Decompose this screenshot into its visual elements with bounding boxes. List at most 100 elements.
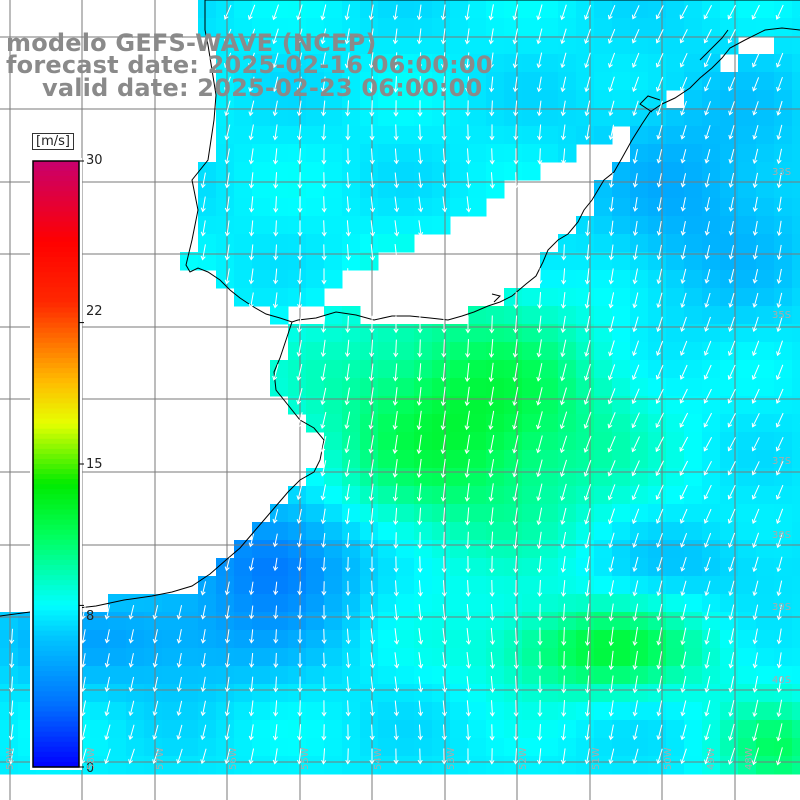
speed-cell [288, 162, 307, 181]
speed-cell [558, 522, 577, 541]
speed-cell [396, 234, 415, 253]
speed-cell [234, 144, 253, 163]
colorbar-swatch [33, 575, 79, 581]
wind-arrow [655, 412, 665, 429]
colorbar-swatch [33, 368, 79, 374]
speed-cell [108, 666, 127, 685]
wind-arrow [728, 292, 735, 308]
wind-arrow [560, 748, 566, 765]
wind-arrow [416, 28, 423, 45]
speed-cell [792, 54, 800, 73]
speed-cell [774, 342, 793, 361]
speed-cell [162, 648, 181, 667]
wind-arrow [416, 434, 422, 455]
speed-cell [648, 180, 667, 199]
speed-cell [666, 306, 685, 325]
wind-arrow [752, 628, 758, 645]
wind-arrow [369, 76, 375, 93]
wind-arrow [727, 412, 736, 428]
wind-arrow [345, 604, 351, 621]
wind-arrow [608, 626, 614, 647]
wind-arrow [776, 316, 783, 333]
speed-cell [144, 648, 163, 667]
wind-arrow [417, 76, 423, 93]
wind-arrow [296, 339, 302, 357]
wind-arrow [559, 411, 568, 430]
wind-arrow [489, 651, 496, 670]
speed-cell [756, 270, 775, 289]
speed-cell [792, 216, 800, 235]
wind-arrow [200, 581, 207, 596]
speed-cell [414, 540, 433, 559]
speed-cell [774, 54, 793, 73]
speed-cell [288, 198, 307, 217]
wind-arrow [656, 316, 663, 333]
speed-cell [756, 504, 775, 523]
speed-cell [576, 288, 595, 307]
speed-cell [504, 594, 523, 613]
speed-cell [270, 702, 289, 721]
wind-arrow [296, 748, 303, 765]
speed-cell [396, 576, 415, 595]
speed-cell [612, 432, 631, 451]
speed-cell [468, 558, 487, 577]
wind-arrow [728, 556, 735, 572]
speed-cell [648, 648, 667, 667]
speed-cell [792, 450, 800, 469]
wind-arrow [680, 724, 687, 741]
speed-cell [666, 180, 685, 199]
speed-cell [432, 378, 451, 397]
wind-arrow [223, 52, 232, 69]
speed-cell [702, 342, 721, 361]
speed-cell [450, 720, 469, 739]
wind-arrow [776, 196, 782, 213]
speed-cell [324, 360, 343, 379]
speed-cell [342, 576, 361, 595]
wind-arrow [704, 604, 711, 621]
wind-arrow [176, 676, 182, 692]
speed-cell [666, 378, 685, 397]
wind-arrow [321, 700, 327, 717]
wind-arrow [104, 676, 110, 693]
speed-cell [738, 216, 757, 235]
speed-cell [270, 630, 289, 649]
lat-label: 39S [772, 602, 792, 613]
colorbar-swatch [33, 600, 79, 606]
speed-cell [630, 126, 649, 145]
speed-cell [252, 738, 271, 757]
speed-cell [342, 432, 361, 451]
speed-cell [486, 396, 505, 415]
wind-arrow [369, 196, 376, 213]
wind-arrow [751, 4, 760, 20]
speed-cell [540, 522, 559, 541]
wind-arrow [297, 652, 303, 669]
speed-cell [576, 720, 595, 739]
speed-cell [324, 684, 343, 703]
wind-arrow [728, 316, 735, 332]
wind-arrow [751, 53, 760, 68]
speed-cell [522, 18, 541, 37]
wind-arrow [176, 629, 182, 644]
speed-cell [594, 738, 613, 757]
wind-arrow [656, 700, 663, 717]
colorbar-swatch [33, 418, 79, 425]
wind-arrow [320, 52, 326, 69]
wind-arrow [632, 748, 639, 765]
colorbar-tick-15: 15 [86, 457, 103, 472]
speed-cell [522, 720, 541, 739]
speed-cell [558, 72, 577, 91]
speed-cell [774, 576, 793, 595]
wind-arrow [680, 651, 687, 670]
wind-arrow [272, 76, 279, 93]
speed-cell [378, 360, 397, 379]
speed-cell [702, 450, 721, 469]
wind-arrow [537, 291, 543, 309]
speed-cell [756, 522, 775, 541]
speed-cell [522, 306, 541, 325]
speed-cell [342, 216, 361, 235]
speed-cell [522, 378, 541, 397]
speed-cell [360, 54, 379, 73]
speed-cell [774, 378, 793, 397]
wind-arrow [465, 172, 471, 189]
wind-arrow [224, 676, 230, 693]
